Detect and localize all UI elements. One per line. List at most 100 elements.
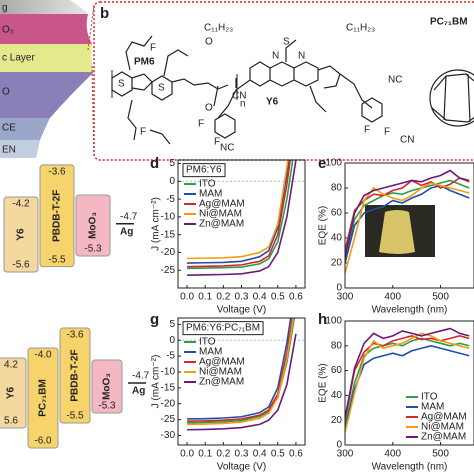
x-tick-label: 400	[384, 449, 401, 460]
y-tick-label: 5	[169, 158, 175, 169]
atom-label: F	[198, 119, 204, 130]
legend-label: Ag@MAM	[199, 357, 245, 368]
lumo-label: -4.2	[12, 199, 30, 210]
energy-box	[59, 327, 91, 424]
atom-label: F	[214, 137, 220, 148]
y-tick-label: -10	[161, 367, 176, 378]
series-line	[345, 179, 470, 261]
x-tick-label: 500	[432, 449, 449, 460]
molecule-name: PC₇₁BM	[430, 17, 468, 28]
atom-label: CN	[400, 135, 414, 146]
y-tick-label: 80	[331, 340, 343, 351]
homo-label: 5.6	[4, 416, 18, 427]
series-line	[187, 160, 292, 268]
atom-label: F	[140, 127, 146, 138]
panel-label: b	[100, 5, 109, 22]
lumo-label: 4.2	[4, 360, 18, 371]
molecule-name: Y6	[266, 97, 279, 108]
panel-label: h	[318, 311, 327, 328]
layer-label: g	[2, 3, 8, 14]
x-axis-label: Wavelength (nm)	[372, 462, 448, 473]
legend-label: Ni@MAM	[199, 209, 242, 220]
material-name: PBDB-T-2F	[52, 190, 63, 242]
energy-box	[39, 164, 75, 268]
panel-label: d	[150, 155, 159, 172]
legend-label: Zn@MAM	[199, 219, 244, 230]
molecule-name: PM6	[134, 57, 155, 68]
energy-box	[27, 347, 59, 449]
connector	[91, 65, 95, 159]
y-tick-label: 40	[331, 233, 343, 244]
y-tick-label: 5	[169, 319, 175, 330]
y-tick-label: 20	[331, 258, 343, 269]
atom-label: O	[205, 103, 213, 114]
panel-label: g	[150, 311, 159, 328]
y-tick-label: -20	[161, 247, 176, 258]
atom-label: S	[283, 37, 290, 48]
plot-frame	[177, 159, 306, 289]
x-axis-label: Wavelength (nm)	[372, 305, 448, 316]
atom-label: F	[150, 43, 156, 54]
y-tick-label: -30	[161, 430, 176, 441]
homo-label: -6.0	[34, 436, 52, 447]
x-tick-label: 0.2	[216, 292, 230, 303]
series-line	[187, 318, 295, 426]
energy-box	[3, 196, 39, 273]
x-tick-label: 0.6	[289, 449, 303, 460]
series-line	[187, 160, 289, 260]
x-axis-label: Voltage (V)	[217, 462, 266, 473]
y-tick-label: 0	[169, 335, 175, 346]
lumo-label: -3.6	[48, 166, 66, 177]
title-box	[182, 163, 226, 178]
legend-label: Ni@MAM	[421, 422, 464, 433]
x-tick-label: 0.3	[235, 292, 249, 303]
plot-frame	[344, 320, 474, 446]
y-tick-label: 40	[331, 390, 343, 401]
series-line	[345, 344, 470, 431]
homo-label: -5.5	[48, 254, 66, 265]
series-line	[345, 327, 470, 418]
layer-label: O₃	[2, 25, 14, 36]
legend-label: ITO	[421, 392, 438, 403]
y-tick-label: 60	[331, 208, 343, 219]
legend-label: MAM	[199, 189, 222, 200]
plot-frame	[177, 317, 306, 446]
atom-label: O	[205, 37, 213, 48]
lumo-label: -4.0	[34, 350, 52, 361]
y-tick-label: 80	[331, 183, 343, 194]
x-tick-label: 0.3	[235, 449, 249, 460]
homo-label: -5.6	[12, 260, 30, 271]
x-tick-label: 300	[337, 292, 354, 303]
x-tick-label: 0.6	[289, 292, 303, 303]
atom-label: CN	[232, 91, 246, 102]
legend-label: Ag@MAM	[421, 412, 467, 423]
plot-frame	[344, 162, 474, 289]
atom-label: N	[272, 51, 279, 62]
y-axis-label: EQE (%)	[318, 206, 329, 245]
x-tick-label: 0.1	[198, 449, 212, 460]
x-axis-label: Voltage (V)	[217, 305, 266, 316]
y-tick-label: 100	[325, 158, 342, 169]
series-line	[187, 318, 292, 420]
layer-label: EN	[2, 145, 16, 156]
y-axis-label: J (mA cm⁻²)	[151, 355, 162, 409]
y-tick-label: -5	[166, 351, 175, 362]
x-tick-label: 0.0	[180, 292, 194, 303]
electrode-name: Ag	[132, 386, 145, 397]
x-tick-label: 0.2	[216, 449, 230, 460]
y-tick-label: 20	[331, 415, 343, 426]
y-tick-label: 0	[169, 176, 175, 187]
series-line	[187, 160, 294, 270]
layer-label: c Layer	[2, 53, 35, 64]
atom-label: F	[384, 127, 390, 138]
material-name: PBDB-T-2F	[70, 349, 81, 401]
y-axis-label: J (mA cm⁻²)	[151, 197, 162, 251]
x-tick-label: 0.4	[253, 292, 267, 303]
x-tick-label: 0.5	[271, 449, 285, 460]
layer-label: O	[2, 87, 10, 98]
series-line	[345, 332, 470, 433]
series-line	[345, 182, 470, 274]
material-name: Y6	[16, 228, 27, 241]
y-tick-label: 0	[336, 283, 342, 294]
